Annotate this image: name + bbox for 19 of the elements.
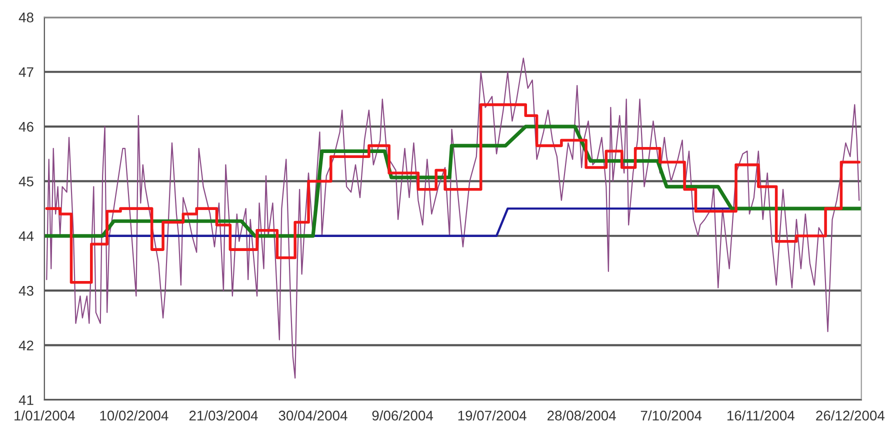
x-tick-label: 1/01/2004 (14, 410, 75, 421)
x-tick-label: 28/08/2004 (548, 410, 616, 421)
x-tick-label: 21/03/2004 (189, 410, 258, 421)
x-tick-label: 7/10/2004 (640, 410, 702, 421)
y-tick-label: 48 (18, 12, 34, 22)
x-tick-label: 16/11/2004 (727, 410, 794, 421)
line-series (46, 58, 860, 379)
x-tick-label: 30/04/2004 (278, 410, 348, 421)
y-tick-label: 46 (18, 122, 34, 132)
x-tick-label: 19/07/2004 (458, 410, 526, 421)
y-tick-label: 44 (18, 231, 34, 241)
y-tick-label: 41 (18, 395, 34, 405)
y-tick-label: 47 (18, 67, 34, 77)
y-tick-label: 42 (18, 340, 34, 350)
y-tick-label: 43 (18, 286, 34, 296)
x-tick-label: 10/02/2004 (100, 410, 168, 421)
x-tick-label: 9/06/2004 (372, 410, 434, 421)
x-tick-label: 26/12/2004 (816, 410, 885, 421)
y-tick-label: 45 (18, 176, 34, 186)
